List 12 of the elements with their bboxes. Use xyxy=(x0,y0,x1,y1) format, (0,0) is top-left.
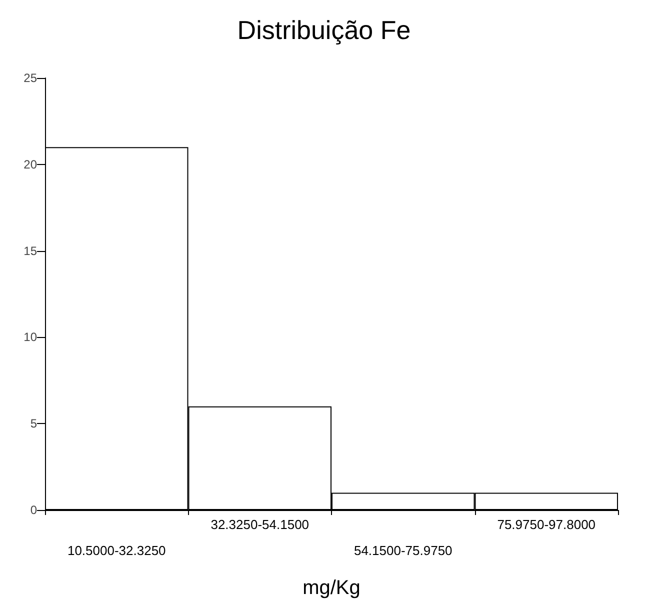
y-tick-label: 20 xyxy=(24,157,38,172)
x-tick-label: 54.1500-75.9750 xyxy=(354,543,452,558)
x-tick-label: 10.5000-32.3250 xyxy=(67,543,166,558)
x-tick-label: 32.3250-54.1500 xyxy=(210,517,310,532)
chart-title: Distribuição Fe xyxy=(237,15,411,45)
y-tick-label: 5 xyxy=(30,416,38,431)
x-tick-label: 75.9750-97.8000 xyxy=(497,517,596,532)
y-tick-label: 10 xyxy=(24,330,38,344)
y-tick-label: 25 xyxy=(24,71,38,85)
y-tick-label: 15 xyxy=(24,244,38,258)
x-axis-title: mg/Kg xyxy=(302,577,360,599)
y-tick-label: 0 xyxy=(30,503,38,517)
